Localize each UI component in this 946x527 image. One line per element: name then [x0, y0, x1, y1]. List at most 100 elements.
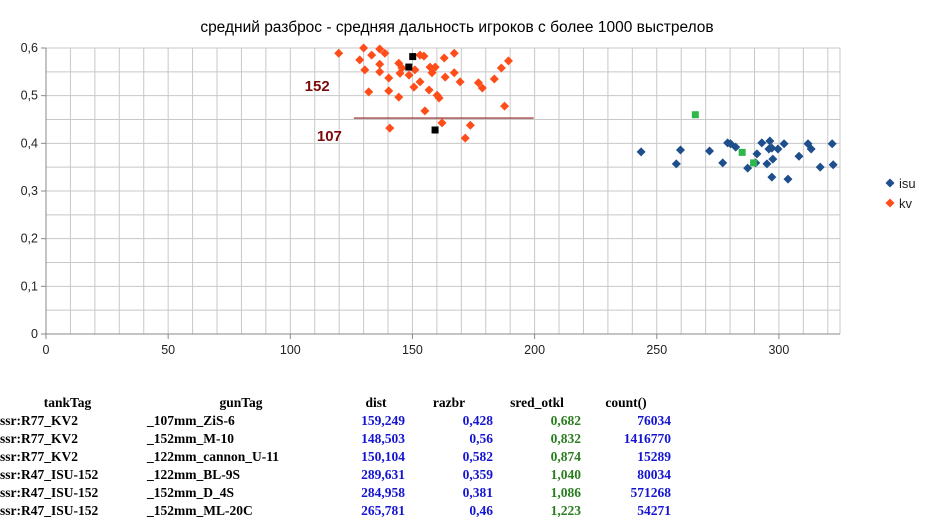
- data-point-kv: [439, 53, 449, 63]
- data-point-kv: [449, 68, 459, 78]
- table-cell: 1,040: [550, 467, 581, 482]
- table-cell: ssr:R47_ISU-152: [0, 467, 99, 482]
- table-cell: 0,874: [550, 449, 581, 464]
- data-point-isu: [773, 144, 783, 154]
- y-tick-label: 0,2: [21, 232, 38, 246]
- legend-label-isu: isu: [899, 176, 916, 191]
- table-cell: 159,249: [361, 413, 405, 428]
- table-cell: _122mm_cannon_U-11: [147, 449, 280, 464]
- data-point-kv: [420, 106, 430, 116]
- table-cell: 54271: [637, 503, 671, 518]
- data-point-kv: [437, 118, 447, 128]
- data-point-isu: [767, 172, 777, 182]
- data-point-isu: [783, 174, 793, 184]
- table-cell: 265,781: [361, 503, 405, 518]
- table-cell: 289,631: [361, 467, 405, 482]
- data-point-isu: [765, 136, 775, 146]
- y-tick-label: 0,6: [21, 41, 38, 55]
- table-row: ssr:R77_KV2 _107mm_ZiS-6 159,249 0,428 0,682…: [0, 412, 671, 430]
- table-cell: 1,086: [550, 485, 581, 500]
- data-point-isu: [675, 145, 685, 155]
- table-cell: 148,503: [361, 431, 405, 446]
- data-point-kv: [477, 83, 487, 93]
- table-cell: _152mm_ML-20C: [147, 503, 253, 518]
- x-tick-label: 100: [280, 343, 301, 357]
- data-point-kv: [500, 101, 510, 111]
- table-cell: ssr:R77_KV2: [0, 413, 78, 428]
- annotation-label: 107: [317, 128, 342, 145]
- table-cell: _107mm_ZiS-6: [147, 413, 235, 428]
- highlight-point-isu_green: [691, 111, 699, 119]
- highlight-point-kv_black: [405, 63, 413, 71]
- data-point-kv: [367, 50, 377, 60]
- table-header: tankTag gunTag dist razbr sred_otkl count(): [0, 394, 671, 412]
- table-cell: 15289: [637, 449, 671, 464]
- table-cell: ssr:R47_ISU-152: [0, 503, 99, 518]
- table-cell: 150,104: [361, 449, 405, 464]
- data-point-kv: [430, 62, 440, 72]
- table-row: ssr:R77_KV2 _152mm_M-10 148,503 0,56 0,832 14…: [0, 430, 671, 448]
- highlight-point-isu_green: [738, 148, 746, 156]
- table-cell: 571268: [630, 485, 672, 500]
- x-tick-label: 250: [646, 343, 667, 357]
- data-point-isu: [794, 151, 804, 161]
- axis-ticks: 0 50 100 150 200 250 300 0 0,1 0,2 0,3 0,4 0,5 0,6: [21, 41, 790, 357]
- column-header: tankTag: [43, 395, 92, 410]
- data-point-kv: [359, 43, 369, 53]
- table-cell: _152mm_D_4S: [147, 485, 234, 500]
- data-point-isu: [828, 160, 838, 170]
- data-point-kv: [355, 55, 365, 65]
- table-cell: _152mm_M-10: [147, 431, 234, 446]
- table-row: ssr:R47_ISU-152 _152mm_D_4S 284,958 0,381 1,…: [0, 484, 671, 502]
- table-cell: 284,958: [361, 485, 405, 500]
- highlight-point-kv_black: [431, 126, 439, 134]
- data-point-kv: [410, 65, 420, 75]
- legend-label-kv: kv: [899, 196, 913, 211]
- data-point-kv: [394, 92, 404, 102]
- legend-marker-kv: [885, 198, 895, 208]
- table-cell: 0,428: [462, 413, 493, 428]
- table-cell: 80034: [637, 467, 671, 482]
- data-point-kv: [385, 123, 395, 133]
- table-cell: 0,46: [469, 503, 493, 518]
- data-point-kv: [397, 63, 407, 73]
- data-point-kv: [404, 70, 414, 80]
- data-point-isu: [762, 159, 772, 169]
- scatter-chart: средний разброс - средняя дальность игро…: [21, 19, 916, 357]
- data-marks: 152 107: [305, 43, 838, 184]
- data-point-kv: [465, 120, 475, 130]
- legend: isu kv: [885, 176, 916, 211]
- y-tick-label: 0,1: [21, 279, 38, 293]
- data-point-isu: [827, 139, 837, 149]
- table-cell: 76034: [637, 413, 671, 428]
- table-cell: 0,682: [550, 413, 581, 428]
- column-header: dist: [365, 395, 387, 410]
- table-cell: 0,381: [462, 485, 493, 500]
- data-point-kv: [375, 59, 385, 69]
- annotation-label: 152: [305, 78, 330, 95]
- data-point-isu: [743, 163, 753, 173]
- table-cell: 0,359: [462, 467, 493, 482]
- data-point-kv: [460, 133, 470, 143]
- data-point-kv: [380, 48, 390, 58]
- data-point-isu: [757, 138, 767, 148]
- table-cell: 0,582: [462, 449, 493, 464]
- data-table: tankTag gunTag dist razbr sred_otkl count() s…: [0, 394, 671, 520]
- data-point-isu: [705, 146, 715, 156]
- table-cell: 1416770: [623, 431, 671, 446]
- data-point-kv: [473, 78, 483, 88]
- y-tick-label: 0,3: [21, 184, 38, 198]
- x-tick-label: 300: [768, 343, 789, 357]
- x-tick-label: 0: [43, 343, 50, 357]
- table-cell: ssr:R47_ISU-152: [0, 485, 99, 500]
- x-tick-label: 200: [524, 343, 545, 357]
- data-point-kv: [375, 67, 385, 77]
- table-cell: 1,223: [550, 503, 581, 518]
- column-header: sred_otkl: [510, 395, 564, 410]
- column-header: count(): [605, 395, 647, 410]
- table-row: ssr:R47_ISU-152 _122mm_BL-9S 289,631 0,359 1…: [0, 466, 671, 484]
- data-point-isu: [752, 149, 762, 159]
- data-point-kv: [489, 74, 499, 84]
- data-point-kv: [384, 86, 394, 96]
- chart-title: средний разброс - средняя дальность игро…: [200, 19, 713, 36]
